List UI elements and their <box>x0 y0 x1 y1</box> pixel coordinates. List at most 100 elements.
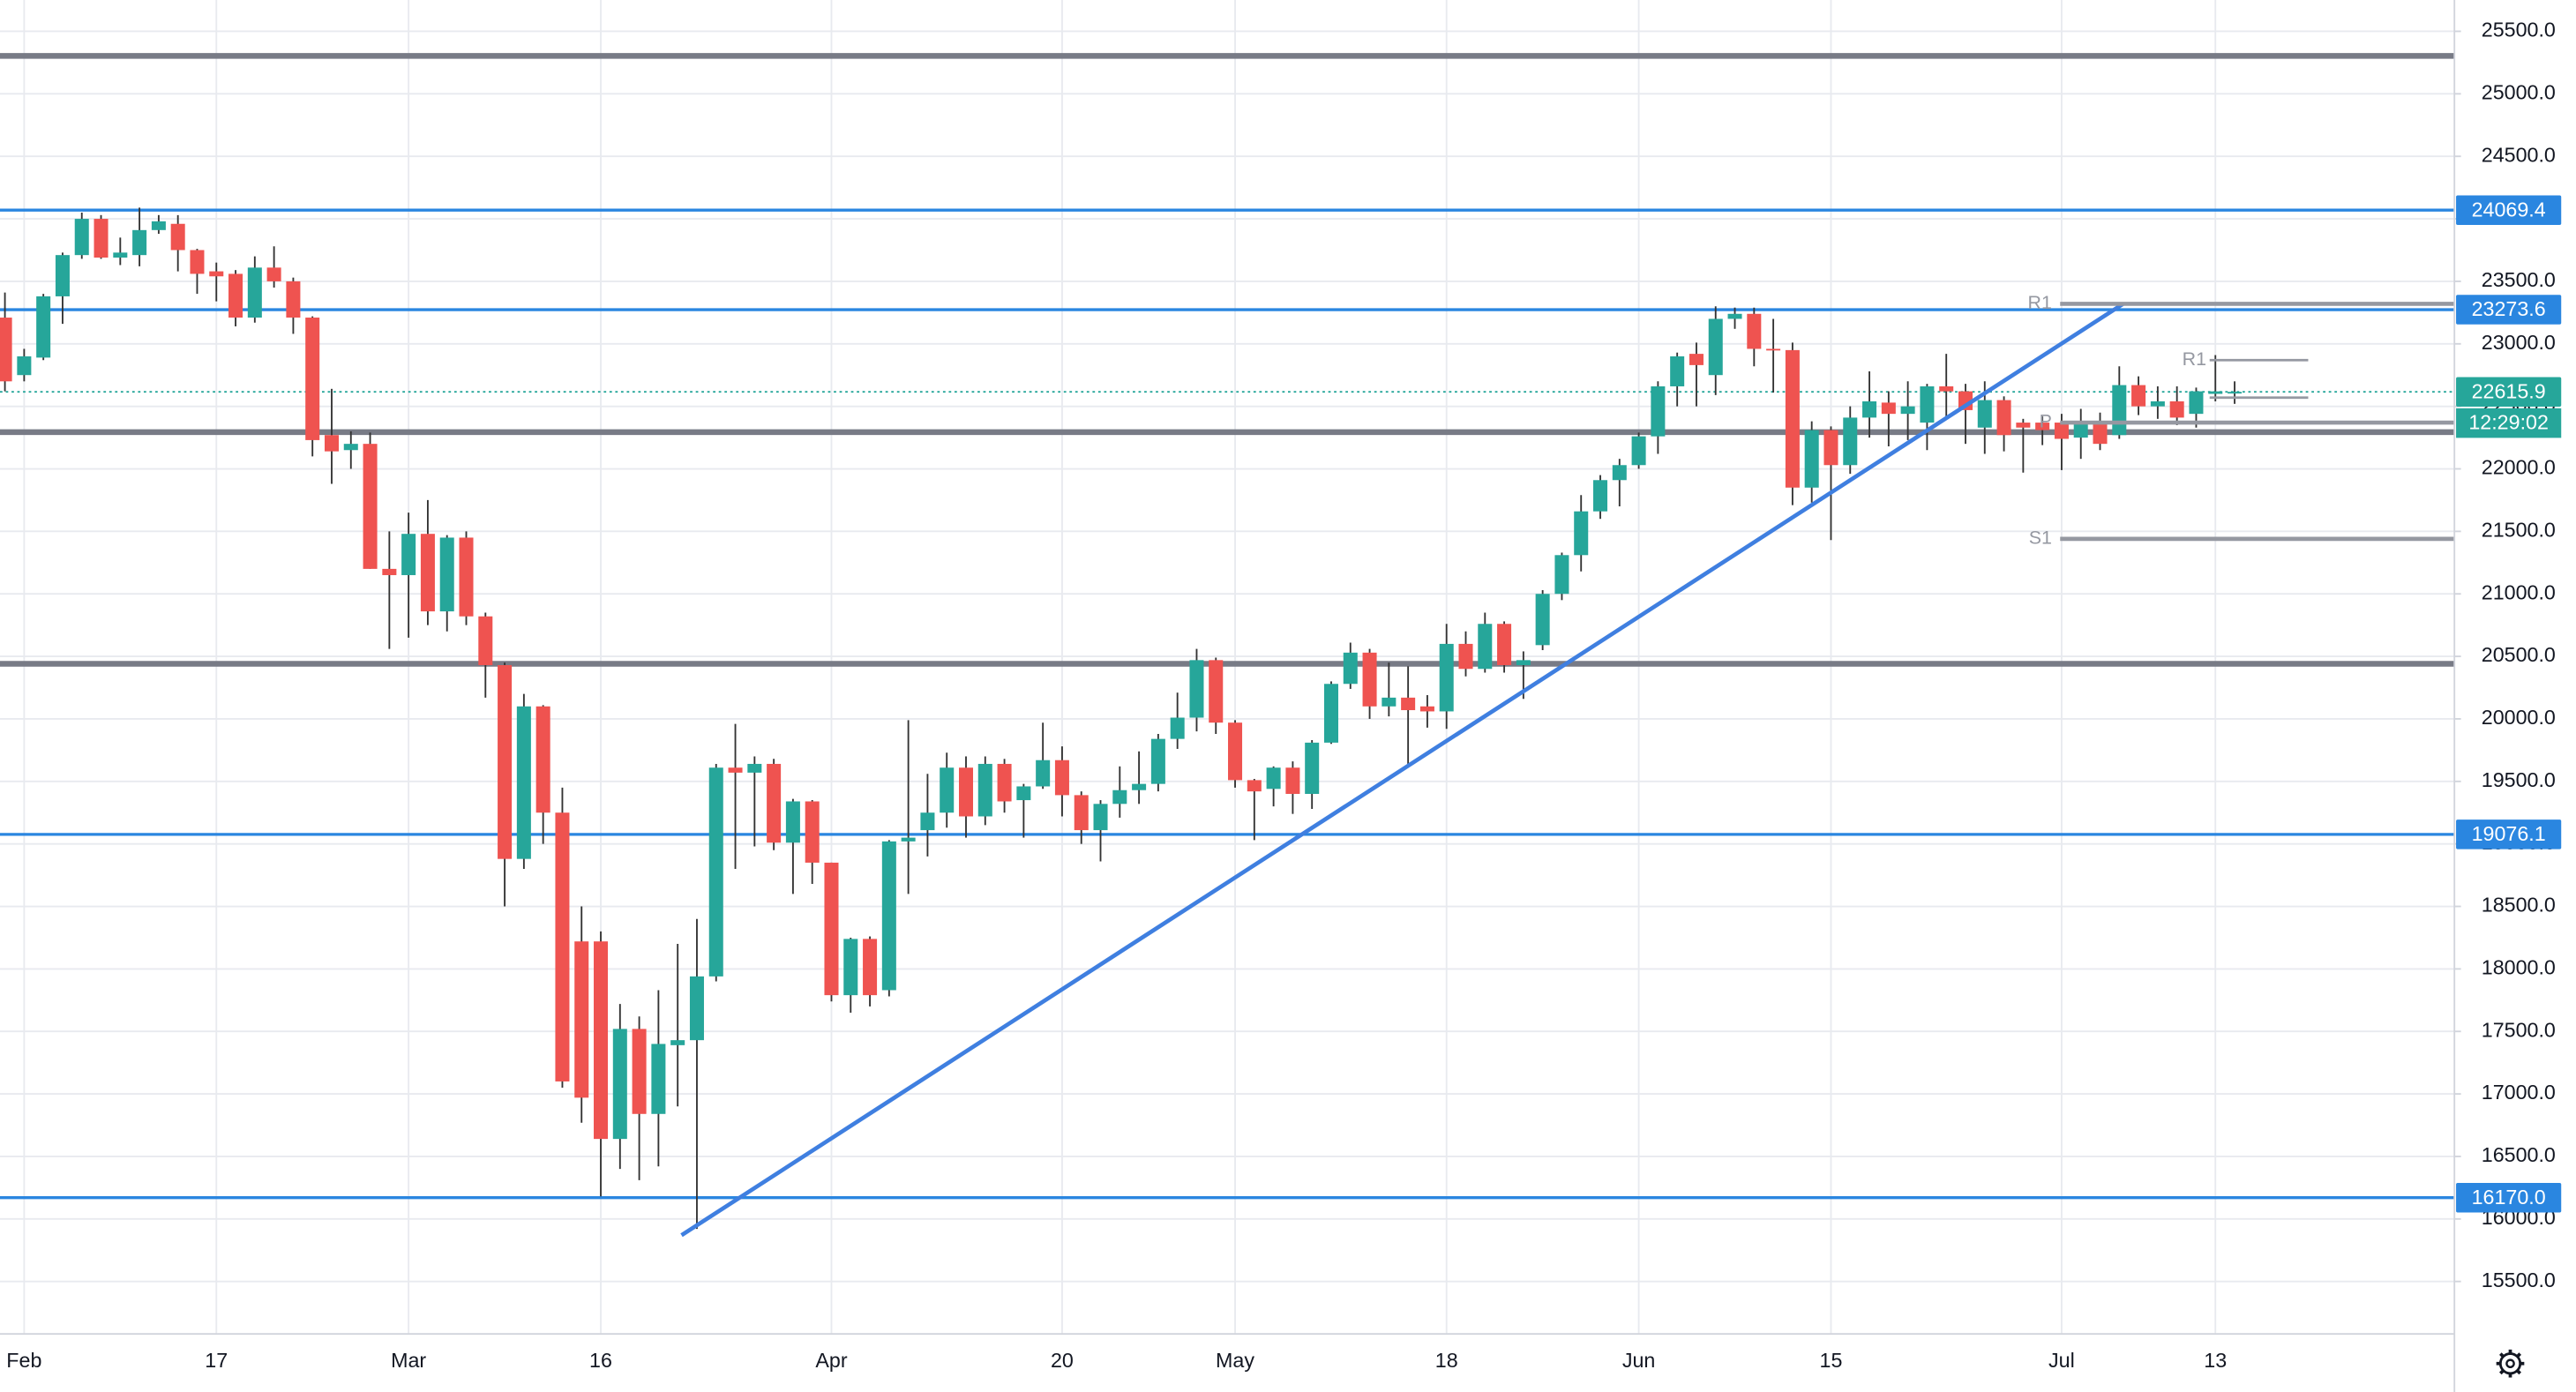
candle-body <box>74 219 89 256</box>
y-tick-label: 15500.0 <box>2482 1269 2556 1291</box>
candle-body <box>1285 767 1300 794</box>
candle-body <box>2016 423 2031 428</box>
y-tick-label: 17000.0 <box>2482 1081 2556 1104</box>
x-tick-label: 15 <box>1820 1349 1843 1372</box>
candle-body <box>1170 717 1185 739</box>
candle-body <box>1016 786 1031 801</box>
y-tick-label: 23000.0 <box>2482 331 2556 354</box>
level-price-label: 24069.4 <box>2472 198 2546 221</box>
candle-body <box>94 219 109 258</box>
candle-body <box>209 271 224 277</box>
pivot-label: P <box>2040 411 2052 432</box>
x-tick-label: Mar <box>391 1349 426 1372</box>
y-tick-label: 20500.0 <box>2482 643 2556 666</box>
candle-body <box>1766 348 1781 351</box>
candle-body <box>113 252 128 258</box>
candle-body <box>1554 555 1569 595</box>
candle-body <box>1516 660 1531 666</box>
y-tick-label: 23500.0 <box>2482 268 2556 291</box>
candle-body <box>151 221 166 230</box>
candle-body <box>1900 406 1915 415</box>
y-tick-label: 18500.0 <box>2482 894 2556 917</box>
candle-body <box>498 665 513 859</box>
countdown-bg <box>2456 408 2562 438</box>
candle-body <box>1708 318 1723 376</box>
candle-body <box>1939 385 1954 392</box>
candle-body <box>747 763 762 773</box>
plot-area: R1 P S1 R1 <box>0 53 2455 1238</box>
candle-body <box>2131 385 2146 407</box>
candle-body <box>420 534 435 612</box>
last-price-label-bg <box>2456 377 2562 407</box>
countdown: 12:29:02 <box>2468 411 2549 434</box>
x-tick-label: Jun <box>1622 1349 1656 1372</box>
candle-body <box>1996 400 2011 436</box>
candle-body <box>1843 417 1858 466</box>
candle-body <box>1651 385 1666 437</box>
x-tick-label: May <box>1216 1349 1254 1372</box>
candle-body <box>190 250 205 274</box>
candle-body <box>1209 660 1224 723</box>
candle-body <box>2228 392 2243 394</box>
candle-body <box>785 801 800 843</box>
y-tick-label: 19500.0 <box>2482 768 2556 791</box>
candle-body <box>2208 391 2223 394</box>
x-tick-label: Apr <box>815 1349 847 1372</box>
price-axis-panel <box>2454 0 2576 1392</box>
axes: 15500.016000.016500.017000.017500.018000… <box>6 19 2562 1372</box>
candle-body <box>612 1029 627 1140</box>
y-tick-label: 21500.0 <box>2482 519 2556 542</box>
y-tick-label: 20000.0 <box>2482 706 2556 729</box>
candle-body <box>632 1029 647 1114</box>
candle-body <box>286 281 301 318</box>
settings-button[interactable] <box>2496 1349 2525 1378</box>
candle-body <box>843 939 858 996</box>
level-price-label: 23273.6 <box>2472 297 2546 320</box>
candle-body <box>401 534 416 575</box>
candle-body <box>1305 742 1320 794</box>
candle-body <box>651 1044 666 1114</box>
candle-body <box>247 267 262 318</box>
candle-body <box>1631 436 1646 466</box>
candle-body <box>1074 795 1089 831</box>
gear-hub <box>2505 1358 2515 1369</box>
candle-body <box>1727 313 1742 319</box>
x-tick-label: Jul <box>2048 1349 2075 1372</box>
candle-body <box>1670 355 1685 386</box>
candle-body <box>1458 643 1473 670</box>
candle-body <box>266 267 281 281</box>
candle-body <box>2035 423 2050 430</box>
x-tick-label: 20 <box>1051 1349 1074 1372</box>
candle-body <box>594 941 609 1140</box>
candle-body <box>1323 684 1338 743</box>
y-tick-label: 24500.0 <box>2482 143 2556 166</box>
candle-body <box>1401 697 1416 711</box>
candle-body <box>2169 400 2184 418</box>
candle-body <box>1689 354 1704 365</box>
candle-body <box>2093 423 2108 445</box>
candle-body <box>535 706 550 813</box>
candle-body <box>36 296 51 358</box>
candle-body <box>940 767 955 813</box>
candle-body <box>1535 594 1550 646</box>
candle-body <box>1920 385 1935 423</box>
candle-body <box>2150 400 2165 407</box>
candle-body <box>689 976 704 1041</box>
candle-body <box>305 318 320 440</box>
y-tick-label: 21000.0 <box>2482 580 2556 603</box>
candle-body <box>920 812 935 831</box>
grid <box>0 0 2455 1335</box>
y-tick-label: 16500.0 <box>2482 1143 2556 1166</box>
last-price-label: 22615.9 <box>2472 379 2546 402</box>
candle-body <box>1036 760 1051 787</box>
level-price-label-bg <box>2456 295 2562 325</box>
level-price-label-bg <box>2456 819 2562 849</box>
candle-body <box>1054 760 1069 796</box>
candle-body <box>343 444 358 451</box>
candle-body <box>1574 511 1589 556</box>
candle-body <box>1247 780 1262 792</box>
candle-body <box>670 1040 685 1045</box>
candle-body <box>363 444 378 569</box>
